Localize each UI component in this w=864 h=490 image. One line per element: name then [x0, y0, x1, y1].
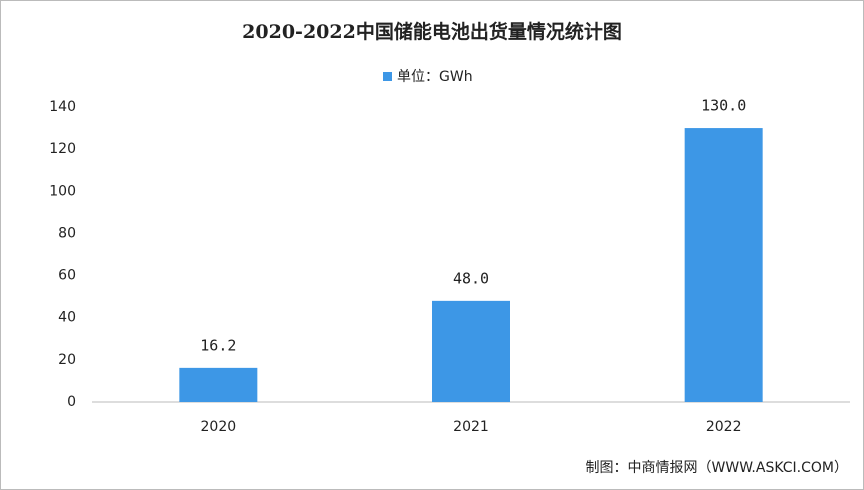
x-tick-label: 2022: [706, 419, 742, 435]
bar: [432, 300, 510, 402]
chart-title: 2020-2022中国储能电池出货量情况统计图: [242, 20, 622, 43]
source-note: 制图：中商情报网（WWW.ASKCI.COM）: [586, 460, 848, 476]
bar: [179, 367, 258, 402]
legend-swatch: [383, 72, 392, 81]
x-tick-label: 2020: [201, 419, 237, 435]
value-label: 16.2: [200, 336, 236, 354]
y-tick-label: 40: [58, 310, 76, 326]
y-tick-label: 60: [58, 268, 76, 284]
x-tick-label: 2021: [453, 419, 489, 435]
y-tick-label: 120: [49, 141, 76, 157]
y-tick-label: 20: [58, 352, 76, 368]
value-label: 130.0: [701, 97, 746, 115]
bar: [684, 128, 763, 403]
y-tick-label: 100: [49, 183, 76, 199]
y-tick-label: 0: [67, 394, 76, 410]
y-tick-label: 80: [58, 225, 76, 241]
legend-label: 单位：GWh: [397, 69, 473, 85]
value-label: 48.0: [453, 269, 489, 287]
y-tick-label: 140: [49, 99, 76, 115]
